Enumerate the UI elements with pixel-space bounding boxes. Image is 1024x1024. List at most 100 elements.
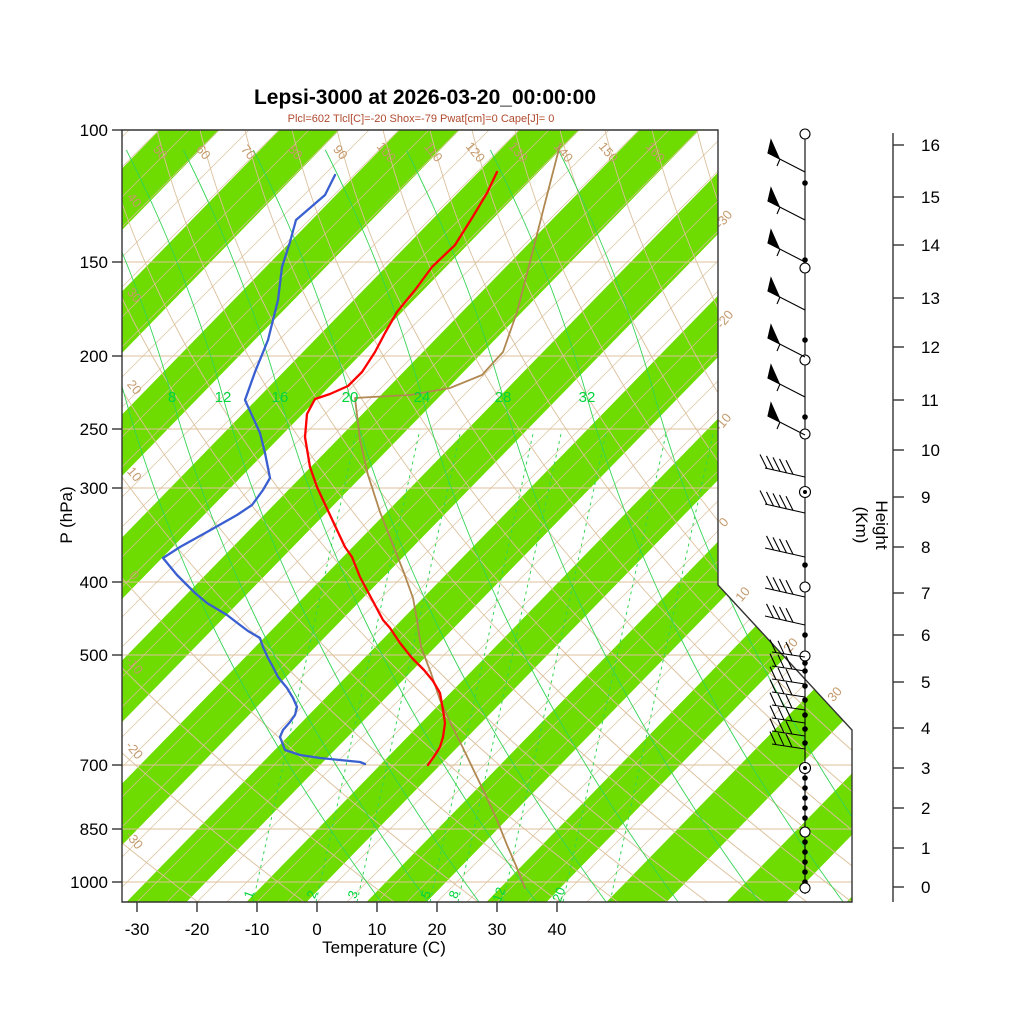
height-tick-label: 12: [921, 338, 940, 357]
isotherm-line: [122, 130, 430, 902]
level-circle: [799, 581, 811, 593]
wind-barb: [759, 490, 806, 514]
isotherm-line: [122, 130, 700, 902]
isotherm-line: [122, 130, 610, 902]
level-circle: [799, 354, 811, 366]
plot-border: [121, 129, 853, 903]
height-tick-label: 16: [921, 136, 940, 155]
dry-adiabat: [336, 130, 852, 902]
isotherm-label: 30: [824, 684, 845, 705]
moist-adiabat: [324, 149, 685, 902]
temperature-axis-label: Temperature (C): [322, 938, 446, 957]
isotherm-line: [466, 130, 852, 902]
height-tick-label: 10: [921, 441, 940, 460]
isotherm-line: [122, 130, 310, 902]
pressure-tick-label: 1000: [70, 873, 108, 892]
level-dot: [802, 815, 808, 821]
wind-barb: [769, 639, 806, 658]
level-dot: [802, 869, 808, 875]
wind-barb: [767, 228, 806, 263]
isotherm-line: [122, 130, 400, 902]
pressure-tick-label: 200: [80, 347, 108, 366]
temperature-tick-label: 0: [312, 920, 321, 939]
isotherm-line: [122, 130, 670, 902]
dry-adiabat: [429, 130, 852, 902]
level-dot: [802, 859, 808, 865]
isotherm-line: [122, 130, 460, 902]
height-tick-label: 11: [921, 391, 939, 410]
level-dot: [802, 632, 808, 638]
dewpoint-curve: [161, 173, 367, 766]
isotherm-line: [586, 130, 852, 902]
mixing-ratio-label: 1: [240, 888, 257, 900]
isotherm-line: [526, 130, 852, 902]
isotherm-label: 10: [732, 584, 753, 605]
wind-barb: [769, 692, 806, 711]
isotherm-line: [122, 130, 520, 902]
dry-adiabat: [382, 130, 852, 902]
moist-adiabat-label: 12: [215, 389, 232, 406]
isotherm-line: [496, 130, 852, 902]
wind-barb: [767, 138, 806, 173]
isotherm-line: [122, 130, 340, 902]
dry-adiabat: [122, 202, 728, 902]
page-title: Lepsi-3000 at 2026-03-20_00:00:00: [253, 86, 597, 109]
dry-adiabat: [199, 130, 826, 902]
isotherm-line: [122, 130, 280, 902]
height-tick-label: 4: [921, 719, 930, 738]
wind-barb-column: [759, 128, 812, 894]
height-axis-label: Height (Km): [852, 500, 891, 550]
level-circle: [799, 826, 811, 838]
height-tick-label: 14: [921, 236, 940, 255]
pressure-tick-label: 700: [80, 756, 108, 775]
axes: [112, 129, 904, 912]
temperature-tick-label: 20: [428, 920, 447, 939]
moist-adiabat: [182, 149, 543, 902]
height-tick-label: 5: [921, 673, 930, 692]
dry-adiabat-label: 90: [330, 142, 351, 163]
height-tick-label: 8: [921, 538, 930, 557]
parcel-trace-curve: [354, 144, 561, 889]
dry-adiabat-label: -20: [123, 738, 147, 762]
moist-adiabat-label: 32: [579, 389, 596, 406]
dry-adiabat: [122, 476, 578, 902]
level-dot: [802, 795, 808, 801]
height-tick-label: 3: [921, 759, 930, 778]
isotherm-band: [122, 130, 599, 902]
level-dot: [802, 683, 808, 689]
wind-barb: [769, 653, 806, 672]
wind-barb: [764, 603, 806, 626]
moist-adiabat-label: 16: [272, 389, 289, 406]
moist-adiabat-label: 20: [342, 389, 359, 406]
isotherm-line: [122, 130, 490, 902]
isotherm-line: [122, 130, 550, 902]
pressure-tick-label: 150: [80, 253, 108, 272]
height-tick-label: 9: [921, 488, 930, 507]
temperature-tick-label: -30: [125, 920, 150, 939]
dry-adiabat: [122, 577, 503, 902]
isotherm-band: [122, 130, 479, 902]
height-tick-label: 15: [921, 188, 940, 207]
moist-adiabat: [252, 149, 613, 902]
pressure-tick-label: 300: [80, 479, 108, 498]
wind-barb: [769, 666, 806, 685]
mixing-ratio-label: 5: [417, 888, 434, 900]
dry-adiabat: [783, 130, 852, 902]
moist-adiabat: [122, 149, 388, 902]
pressure-axis-label: P (hPa): [57, 486, 76, 544]
level-dot: [802, 660, 808, 666]
height-tick-label: 2: [921, 799, 930, 818]
level-dot: [802, 180, 808, 186]
moist-adiabat-label: 28: [495, 389, 512, 406]
isotherm-band: [122, 130, 359, 902]
moist-adiabat: [557, 149, 852, 902]
dry-adiabat: [471, 130, 852, 902]
moist-adiabat: [125, 149, 486, 902]
isotherm-line: [0, 130, 39, 902]
isotherm-band: [947, 110, 1024, 922]
isotherm-band: [122, 130, 719, 902]
pressure-tick-label: 850: [80, 820, 108, 839]
level-dot: [802, 849, 808, 855]
